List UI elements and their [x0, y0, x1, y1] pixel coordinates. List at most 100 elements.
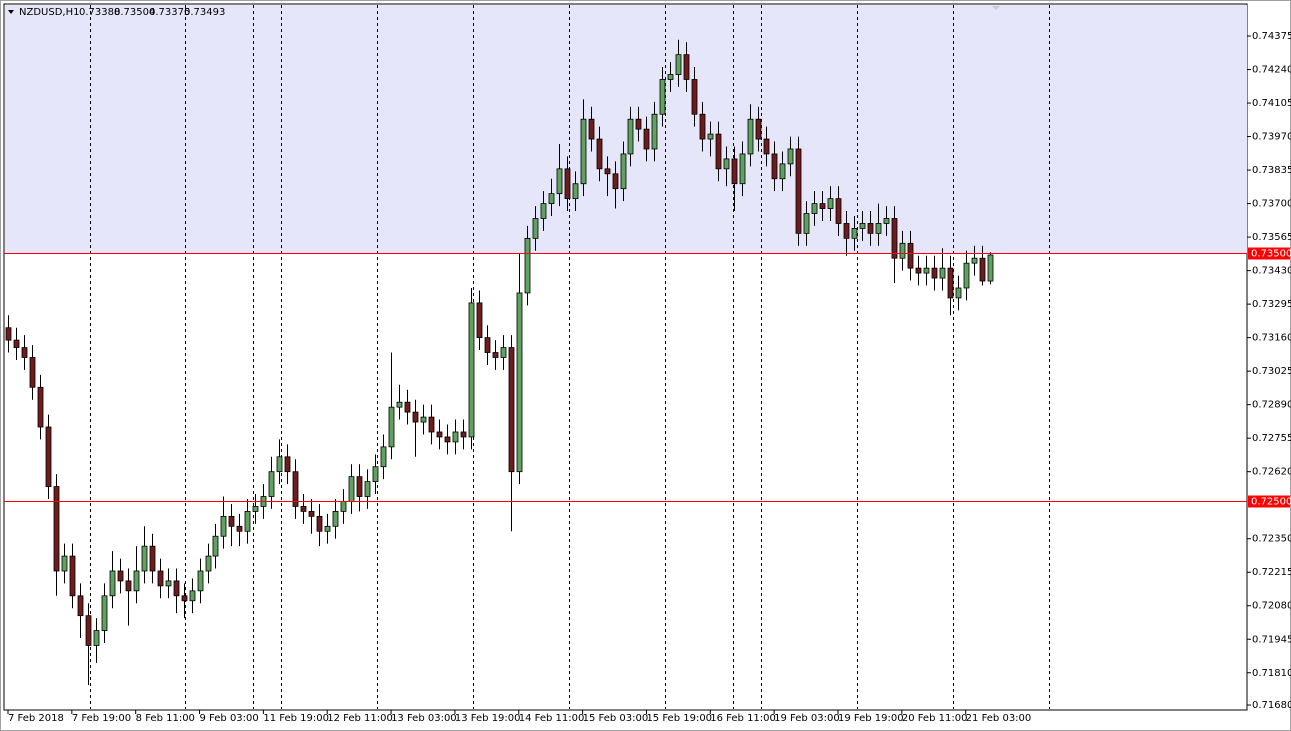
- candle-body: [324, 525, 331, 532]
- candle-body: [93, 630, 100, 646]
- candle-body: [452, 431, 459, 443]
- candle-body: [923, 267, 930, 274]
- candle-body: [316, 515, 323, 532]
- candle-body: [420, 416, 427, 423]
- candle-body: [851, 228, 858, 239]
- candle-body: [348, 476, 355, 502]
- x-tick-label: 7 Feb 19:00: [72, 713, 131, 724]
- candle-body: [739, 153, 746, 185]
- candle-body: [460, 431, 467, 438]
- candle-body: [444, 436, 451, 443]
- candle-body: [564, 168, 571, 200]
- y-tick-label: 0.73970: [1252, 132, 1291, 143]
- candle-body: [516, 292, 523, 473]
- candle-body: [643, 128, 650, 150]
- y-tick-label: 0.73160: [1252, 333, 1291, 344]
- candle-body: [556, 168, 563, 195]
- candle-body: [979, 257, 986, 282]
- candle-body: [236, 525, 243, 532]
- candle-body: [500, 347, 507, 358]
- x-tick-label: 19 Feb 19:00: [838, 713, 904, 724]
- candle-body: [931, 267, 938, 279]
- candle-body: [891, 218, 898, 259]
- candle-body: [588, 118, 595, 140]
- candle-body: [532, 218, 539, 239]
- candle-body: [604, 168, 611, 175]
- candle-body: [947, 267, 954, 299]
- candle-body: [572, 183, 579, 200]
- candle-body: [141, 545, 148, 572]
- candle-body: [883, 218, 890, 224]
- y-tick-label: 0.73430: [1252, 266, 1291, 277]
- candle-body: [468, 302, 475, 438]
- x-tick-label: 12 Feb 11:00: [327, 713, 393, 724]
- candle-body: [428, 416, 435, 433]
- candle-body: [45, 426, 52, 487]
- candle-body: [476, 302, 483, 339]
- candle-body: [117, 570, 124, 582]
- candle-body: [412, 411, 419, 423]
- candle-body: [819, 203, 826, 209]
- candle-body: [899, 242, 906, 259]
- y-tick-label: 0.73295: [1252, 299, 1291, 310]
- candle-body: [205, 555, 212, 572]
- candle-body: [388, 406, 395, 448]
- y-tick-label: 0.73565: [1252, 232, 1291, 243]
- y-tick-label: 0.73025: [1252, 366, 1291, 377]
- candle-body: [548, 193, 555, 204]
- candle-body: [803, 213, 810, 234]
- y-tick-label: 0.72080: [1252, 601, 1291, 612]
- candle-body: [228, 515, 235, 527]
- candle-body: [811, 203, 818, 214]
- y-tick-label: 0.71680: [1252, 700, 1291, 711]
- candle-body: [747, 118, 754, 155]
- resistance-zone: [5, 5, 1247, 254]
- candle-body: [508, 347, 515, 473]
- x-tick-label: 15 Feb 03:00: [583, 713, 649, 724]
- candle-body: [220, 515, 227, 537]
- candle-body: [596, 138, 603, 170]
- candle-body: [835, 198, 842, 224]
- y-tick-label: 0.72350: [1252, 534, 1291, 545]
- candle-body: [484, 337, 491, 353]
- candle-body: [867, 223, 874, 234]
- x-tick-label: 7 Feb 2018: [8, 713, 64, 724]
- candle-body: [963, 262, 970, 289]
- x-tick-label: 11 Feb 19:00: [263, 713, 329, 724]
- candle-body: [165, 580, 172, 587]
- candle-body: [875, 223, 882, 234]
- candle-body: [915, 267, 922, 274]
- candle-body: [436, 431, 443, 438]
- candle-body: [276, 456, 283, 473]
- x-tick-label: 8 Feb 11:00: [136, 713, 195, 724]
- candle-body: [244, 511, 251, 532]
- candle-body: [372, 466, 379, 483]
- candle-body: [77, 595, 84, 617]
- candle-body: [300, 506, 307, 512]
- candle-body: [340, 501, 347, 512]
- candle-body: [787, 148, 794, 165]
- ohlc-low: 0.73375: [149, 7, 190, 18]
- x-tick-label: 21 Feb 03:00: [966, 713, 1032, 724]
- candle-body: [29, 357, 36, 388]
- candle-body: [292, 471, 299, 507]
- candle-body: [157, 570, 164, 587]
- candle-body: [827, 198, 834, 209]
- y-tick-label: 0.74375: [1252, 31, 1291, 42]
- candle-body: [404, 401, 411, 413]
- y-tick-label: 0.72620: [1252, 467, 1291, 478]
- candle-body: [189, 590, 196, 602]
- x-tick-label: 13 Feb 03:00: [391, 713, 457, 724]
- candle-body: [37, 386, 44, 428]
- menu-arrow: [8, 10, 14, 14]
- candle-body: [667, 74, 674, 80]
- candle-body: [795, 148, 802, 234]
- candle-body: [620, 153, 627, 190]
- ohlc-open: 0.73388: [79, 7, 120, 18]
- y-tick-label: 0.74240: [1252, 65, 1291, 76]
- y-tick-label: 0.74105: [1252, 98, 1291, 109]
- candle-body: [723, 158, 730, 170]
- candle-body: [675, 54, 682, 75]
